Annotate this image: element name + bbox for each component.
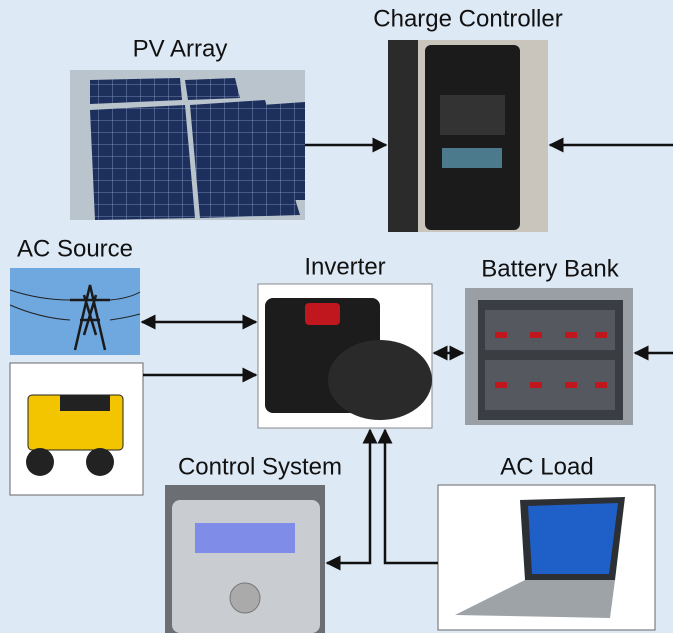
solar-panel (90, 105, 195, 220)
grille (440, 95, 505, 135)
arrow (327, 430, 370, 563)
node-label: Inverter (304, 253, 385, 280)
generator-photo (10, 363, 143, 495)
arrow (385, 430, 438, 563)
node-label: AC Load (500, 453, 593, 480)
inverter-photo (258, 284, 432, 428)
battery-bank-photo (465, 288, 633, 425)
display (442, 148, 502, 168)
diagram: PV Array Charge Controller AC Source Inv… (0, 0, 673, 633)
brand-plate (60, 395, 110, 411)
dial (230, 583, 260, 613)
pv-array-photo (70, 70, 305, 220)
control-system-photo (165, 485, 325, 633)
solar-panel (185, 78, 240, 100)
controller-body (425, 45, 520, 230)
node-label: Control System (178, 453, 342, 480)
inverter-cover (328, 340, 432, 420)
wheel (26, 448, 54, 476)
sky (10, 268, 140, 355)
node-label: Battery Bank (481, 255, 619, 282)
solar-panel (90, 78, 182, 104)
node-label: PV Array (133, 35, 228, 62)
terminal-cover (305, 303, 340, 325)
node-label: Charge Controller (373, 5, 562, 32)
node-label: AC Source (17, 235, 133, 262)
lcd (195, 523, 295, 553)
laptop-screen (528, 503, 618, 574)
ac-source-photo (10, 268, 140, 355)
ac-load-photo (438, 485, 655, 630)
wheel (86, 448, 114, 476)
page: PV Array Charge Controller AC Source Inv… (0, 0, 673, 633)
enclosure (388, 40, 418, 232)
battery-row (485, 310, 615, 350)
charge-controller-photo (388, 40, 548, 232)
